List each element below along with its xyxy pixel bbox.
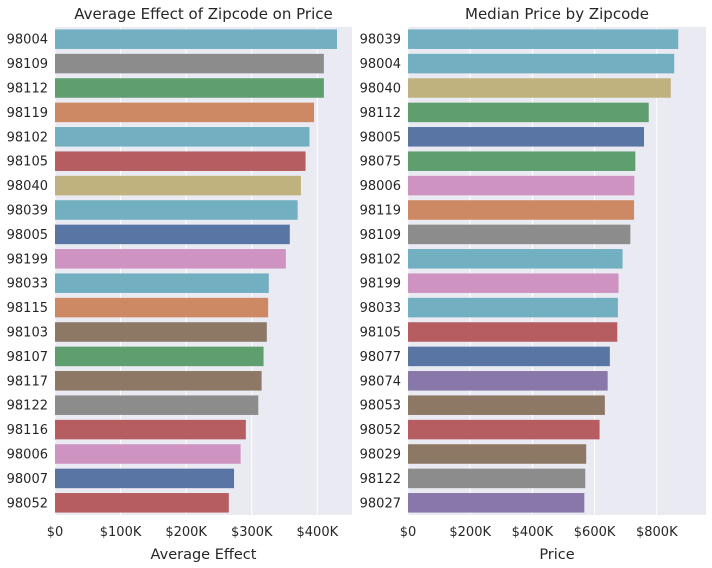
y-tick-label-right-98039: 98039 [360,33,401,48]
x-tick-label-right-2: $400K [512,525,554,540]
y-tick-label-right-98040: 98040 [360,82,401,97]
y-tick-label-right-98077: 98077 [360,350,401,365]
y-tick-label-left-98122: 98122 [7,399,48,414]
y-tick-label-right-98006: 98006 [360,179,401,194]
x-tick-label-right-4: $800K [636,525,678,540]
bar-left-98199 [55,249,286,269]
y-tick-label-left-98006: 98006 [7,448,48,463]
x-axis-label-right: Price [539,547,574,563]
y-tick-label-right-98122: 98122 [360,472,401,487]
y-tick-label-left-98109: 98109 [7,57,48,72]
bar-right-98004 [408,53,675,74]
y-tick-label-left-98039: 98039 [7,204,48,219]
y-tick-label-left-98103: 98103 [7,326,48,341]
y-tick-label-right-98005: 98005 [360,130,401,145]
y-tick-label-left-98007: 98007 [7,472,48,487]
chart-title-left: Average Effect of Zipcode on Price [74,5,332,23]
y-tick-label-left-98112: 98112 [7,82,48,97]
y-tick-label-left-98107: 98107 [7,350,48,365]
bar-right-98122 [408,468,586,489]
chart-title-right: Median Price by Zipcode [465,5,649,23]
y-tick-label-left-98102: 98102 [7,130,48,145]
bar-left-98119 [55,102,315,123]
bar-right-98006 [408,175,635,196]
y-tick-label-right-98119: 98119 [360,204,401,219]
plot-area-left [55,27,352,515]
bar-left-98109 [55,53,324,74]
bar-right-98074 [408,371,608,391]
bar-right-98112 [408,102,649,123]
y-tick-label-left-98199: 98199 [7,252,48,267]
bar-left-98115 [55,297,269,318]
bar-right-98029 [408,444,587,464]
bar-left-98004 [55,29,337,49]
y-tick-label-left-98040: 98040 [7,179,48,194]
y-tick-label-left-98119: 98119 [7,106,48,121]
y-tick-label-right-98027: 98027 [360,496,401,511]
x-tick-label-right-0: $0 [400,525,417,540]
bar-right-98053 [408,395,605,415]
y-tick-label-right-98074: 98074 [360,374,401,389]
x-tick-label-left-0: $0 [47,525,64,540]
y-tick-label-left-98117: 98117 [7,374,48,389]
y-tick-label-right-98029: 98029 [360,448,401,463]
y-tick-label-right-98105: 98105 [360,326,401,341]
y-tick-label-right-98075: 98075 [360,155,401,170]
y-tick-label-right-98102: 98102 [360,252,401,267]
y-tick-label-right-98053: 98053 [360,399,401,414]
y-tick-label-left-98115: 98115 [7,301,48,316]
bar-left-98103 [55,322,267,342]
y-tick-label-left-98033: 98033 [7,277,48,292]
x-tick-label-left-3: $300K [231,525,273,540]
bar-left-98006 [55,444,241,464]
y-tick-label-right-98112: 98112 [360,106,401,121]
y-tick-label-left-98004: 98004 [7,33,48,48]
bar-right-98109 [408,224,631,245]
bar-left-98052 [55,493,229,513]
bar-left-98105 [55,151,306,171]
bar-right-98077 [408,346,610,367]
y-tick-label-right-98004: 98004 [360,57,401,72]
bar-right-98052 [408,419,600,440]
x-tick-label-left-1: $100K [100,525,142,540]
bar-left-98007 [55,468,235,489]
bar-left-98039 [55,200,298,220]
bar-left-98122 [55,395,259,415]
bar-left-98116 [55,419,246,440]
y-tick-label-right-98033: 98033 [360,301,401,316]
bar-right-98105 [408,322,618,342]
bar-right-98033 [408,297,618,318]
x-tick-label-left-4: $400K [297,525,339,540]
y-tick-label-left-98052: 98052 [7,496,48,511]
bar-right-98039 [408,29,679,49]
bar-right-98102 [408,249,623,269]
plot-area-right [408,27,706,515]
bar-left-98117 [55,371,262,391]
bar-right-98027 [408,493,585,513]
y-tick-label-left-98005: 98005 [7,228,48,243]
y-tick-label-right-98109: 98109 [360,228,401,243]
x-tick-label-left-2: $200K [165,525,207,540]
bar-left-98005 [55,224,290,245]
y-tick-label-right-98199: 98199 [360,277,401,292]
bar-right-98119 [408,200,635,220]
y-tick-label-left-98116: 98116 [7,423,48,438]
x-axis-label-left: Average Effect [151,547,257,563]
bar-right-98199 [408,273,619,293]
bar-right-98075 [408,151,636,171]
bar-left-98107 [55,346,264,367]
bar-right-98005 [408,127,645,147]
bar-left-98112 [55,78,324,98]
bar-left-98033 [55,273,269,293]
bar-right-98040 [408,78,671,98]
x-tick-label-right-1: $200K [449,525,491,540]
y-tick-label-right-98052: 98052 [360,423,401,438]
x-tick-label-right-3: $600K [574,525,616,540]
bar-left-98102 [55,127,310,147]
y-tick-label-left-98105: 98105 [7,155,48,170]
bar-left-98040 [55,175,301,196]
